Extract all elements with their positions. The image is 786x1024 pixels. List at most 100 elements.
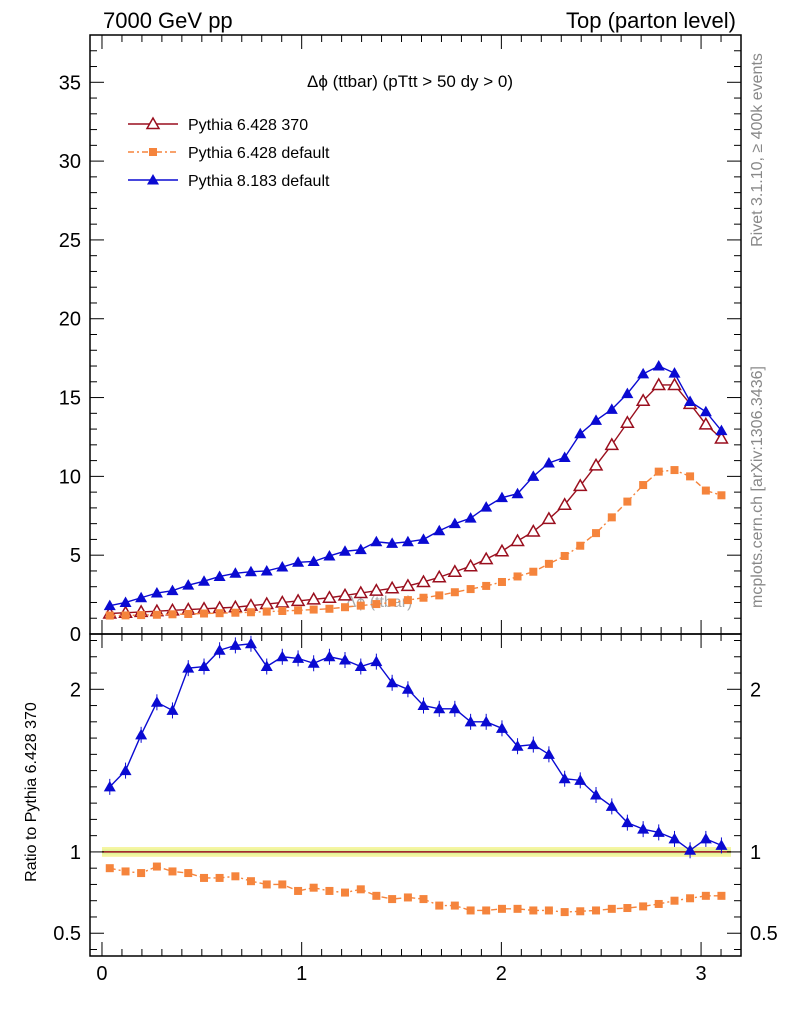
series-1-point bbox=[478, 551, 494, 565]
ratio-y-tick-label: 1 bbox=[70, 842, 81, 864]
ratio-series-2-point bbox=[464, 715, 477, 727]
x-tick-label: 0 bbox=[96, 963, 107, 985]
ratio-series-1-point bbox=[246, 877, 255, 886]
series-2-point bbox=[325, 604, 334, 613]
ratio-series-1-point bbox=[184, 869, 193, 878]
series-2-point bbox=[388, 598, 397, 607]
series-1-point bbox=[306, 591, 321, 605]
series-3-point bbox=[323, 549, 336, 561]
x-tick-label: 1 bbox=[296, 963, 307, 985]
series-3-point bbox=[542, 456, 555, 468]
header-process-label: Top (parton level) bbox=[566, 8, 736, 33]
series-2-point bbox=[246, 608, 255, 617]
series-3-point bbox=[103, 599, 116, 611]
ratio-series-2-point bbox=[182, 662, 195, 673]
ratio-series-1-point bbox=[231, 872, 240, 881]
series-2-point bbox=[341, 603, 350, 612]
series-1-point bbox=[290, 593, 306, 607]
ratio-series-1-point bbox=[200, 873, 209, 882]
series-2-point bbox=[497, 577, 506, 586]
series-3-point bbox=[511, 487, 524, 499]
ratio-y-tick-label-right: 1 bbox=[750, 842, 761, 864]
legend-label: Pythia 8.183 default bbox=[188, 173, 330, 190]
ratio-series-1-point bbox=[576, 907, 585, 916]
ratio-series-1-point bbox=[544, 906, 553, 915]
series-2-point bbox=[356, 601, 365, 610]
series-1-point bbox=[714, 431, 729, 444]
ratio-series-2-point bbox=[386, 676, 399, 688]
series-1-point bbox=[572, 478, 588, 492]
ratio-series-1-point bbox=[435, 901, 444, 910]
ratio-y-tick-label: 0.5 bbox=[53, 923, 81, 945]
ratio-series-2-point bbox=[480, 715, 493, 727]
ratio-series-2-point bbox=[307, 657, 320, 668]
ratio-series-1-point bbox=[325, 886, 334, 895]
series-2-point bbox=[560, 551, 569, 560]
ratio-y-axis-label: Ratio to Pythia 6.428 370 bbox=[23, 702, 40, 882]
ratio-series-1-point bbox=[168, 867, 177, 876]
ratio-series-2-point bbox=[511, 740, 524, 751]
ratio-series-line-1 bbox=[109, 865, 722, 913]
series-1-point bbox=[322, 590, 337, 603]
ratio-axis-ticks: 0.5 0.5 1 1 2 2 0 1 2 3 bbox=[53, 634, 778, 985]
series-1-point bbox=[275, 594, 290, 608]
series-1-point bbox=[494, 543, 510, 557]
series-2-point bbox=[419, 593, 428, 602]
series-2-point bbox=[152, 610, 161, 619]
y-tick-label: 35 bbox=[59, 72, 81, 94]
ratio-series-1-point bbox=[121, 867, 130, 876]
series-2-point bbox=[482, 581, 491, 590]
series-3-point bbox=[574, 427, 587, 439]
ratio-series-line-2 bbox=[109, 643, 722, 852]
series-1-point bbox=[369, 583, 384, 596]
ratio-series-1-point bbox=[450, 901, 459, 910]
ratio-series-2-point bbox=[668, 832, 681, 844]
ratio-series-1-point bbox=[388, 895, 397, 904]
ratio-series-1-point bbox=[294, 886, 303, 895]
ratio-series-2-point bbox=[103, 780, 116, 792]
series-2-point bbox=[168, 610, 177, 619]
legend-marker bbox=[149, 148, 157, 156]
y-tick-label: 15 bbox=[59, 388, 81, 410]
ratio-series-1-point bbox=[654, 899, 663, 908]
series-3-point bbox=[229, 567, 242, 578]
series-3-point bbox=[417, 533, 430, 544]
ratio-series-2-point bbox=[401, 683, 414, 694]
series-1-point bbox=[431, 569, 447, 583]
series-3-point bbox=[370, 535, 383, 547]
ratio-series-2-point bbox=[417, 699, 430, 711]
series-2-point bbox=[623, 497, 632, 506]
rivet-label: Rivet 3.1.10, ≥ 400k events bbox=[749, 53, 766, 247]
ratio-series-2-point bbox=[652, 826, 665, 837]
series-3-point bbox=[292, 556, 305, 567]
y-tick-label: 25 bbox=[59, 230, 81, 252]
ratio-series-1-point bbox=[717, 891, 726, 900]
series-3-point bbox=[182, 579, 195, 590]
ratio-series-2-point bbox=[527, 738, 540, 750]
series-2-point bbox=[121, 611, 130, 620]
series-2-point bbox=[576, 541, 585, 550]
chart-title: Δϕ (ttbar) (pTtt > 50 dy > 0) bbox=[307, 72, 513, 91]
ratio-series-2-point bbox=[198, 660, 211, 672]
ratio-series-1-point bbox=[623, 904, 632, 913]
ratio-series-2-point bbox=[574, 774, 587, 785]
ratio-series-1-point bbox=[466, 906, 475, 915]
series-1-point bbox=[526, 524, 541, 537]
series-1-point bbox=[557, 497, 572, 510]
mcplots-label: mcplots.cern.ch [arXiv:1306.3436] bbox=[749, 366, 766, 608]
ratio-series-1-point bbox=[137, 869, 146, 878]
series-3-point bbox=[448, 517, 461, 529]
series-3-point bbox=[464, 512, 477, 523]
series-2-point bbox=[309, 605, 318, 614]
ratio-series-1-point bbox=[152, 862, 161, 871]
series-2-point bbox=[529, 567, 538, 576]
ratio-series-2-point bbox=[260, 660, 273, 672]
main-axis-ticks: 0 5 10 15 20 25 30 35 bbox=[59, 35, 741, 646]
series-3-point bbox=[480, 501, 493, 512]
ratio-series-2-point bbox=[684, 844, 697, 855]
ratio-series-1-point bbox=[639, 902, 648, 911]
ratio-series-1-point bbox=[356, 885, 365, 894]
series-2-point bbox=[278, 606, 287, 615]
y-tick-label: 30 bbox=[59, 151, 81, 173]
series-2-point bbox=[592, 529, 601, 538]
